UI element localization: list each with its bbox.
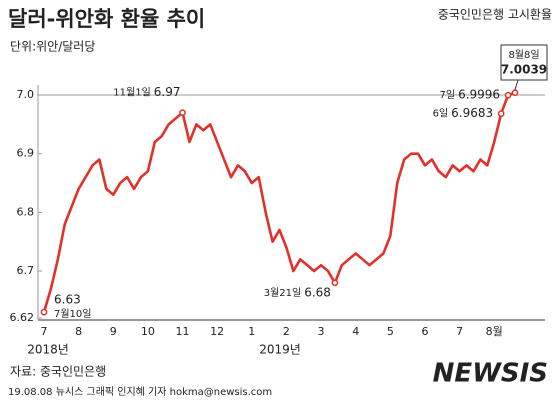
y-tick-label: 6.9	[17, 147, 35, 160]
x-tick-label: 4	[352, 325, 359, 338]
x-tick-label: 10	[141, 325, 155, 338]
watermark: NEWSIS	[433, 359, 548, 389]
leader	[514, 79, 519, 90]
x-tick-label: 1	[248, 325, 255, 338]
source: 자료: 중국인민은행	[10, 364, 106, 379]
chart-title: 달러-위안화 환율 추이	[8, 7, 205, 31]
annotation-date: 3월21일	[264, 287, 302, 299]
subtitle: 단위:위안/달러당	[10, 40, 95, 54]
x-tick-label: 3	[318, 325, 325, 338]
footer: 19.08.08 뉴시스 그래픽 인지혜 기자 hokma@newsis.com	[8, 386, 272, 398]
y-tick-label: 6.8	[17, 205, 35, 218]
x-tick-label: 9	[110, 325, 117, 338]
year-label: 2019년	[259, 343, 301, 357]
note: 중국인민은행 고시환율	[438, 7, 552, 22]
y-tick-label: 6.7	[17, 264, 35, 277]
annotation-date: 7일	[440, 89, 456, 101]
x-tick-label: 6	[421, 325, 428, 338]
annotation-box	[500, 44, 548, 81]
annotation-date: 6일	[433, 108, 449, 120]
y-tick-label: 6.62	[10, 311, 35, 324]
annotation-dot	[331, 279, 339, 287]
annotation-value: 6.63	[54, 293, 81, 307]
annotation-value: 6.97	[154, 85, 181, 99]
x-tick-label: 2	[283, 325, 290, 338]
x-tick-label: 8	[75, 325, 82, 338]
line-series	[42, 91, 516, 313]
year-label: 2018년	[27, 343, 69, 357]
x-tick-label: 5	[387, 325, 394, 338]
annotation-dot	[511, 89, 519, 97]
annotation-value: 6.9683	[451, 106, 493, 120]
annotation-dot	[497, 110, 505, 117]
annotation-dot	[179, 109, 186, 116]
x-tick-label: 11	[176, 325, 190, 338]
annotation-value: 7.0039	[501, 63, 547, 77]
annotation-date: 8월8일	[508, 49, 539, 61]
annotation-date: 11월1일	[113, 87, 151, 99]
x-tick-label: 7	[41, 325, 48, 338]
y-tick-label: 7.0	[17, 88, 35, 101]
annotation-value: 6.68	[304, 285, 331, 299]
annotation-value: 6.9996	[458, 88, 500, 102]
x-tick-label: 7	[456, 325, 463, 338]
annotation-dot	[504, 91, 512, 99]
x-tick-label: 12	[210, 325, 224, 338]
annotation-date: 7월10일	[54, 308, 92, 320]
x-tick-label: 8월	[486, 325, 503, 338]
annotation-dot	[40, 308, 48, 316]
